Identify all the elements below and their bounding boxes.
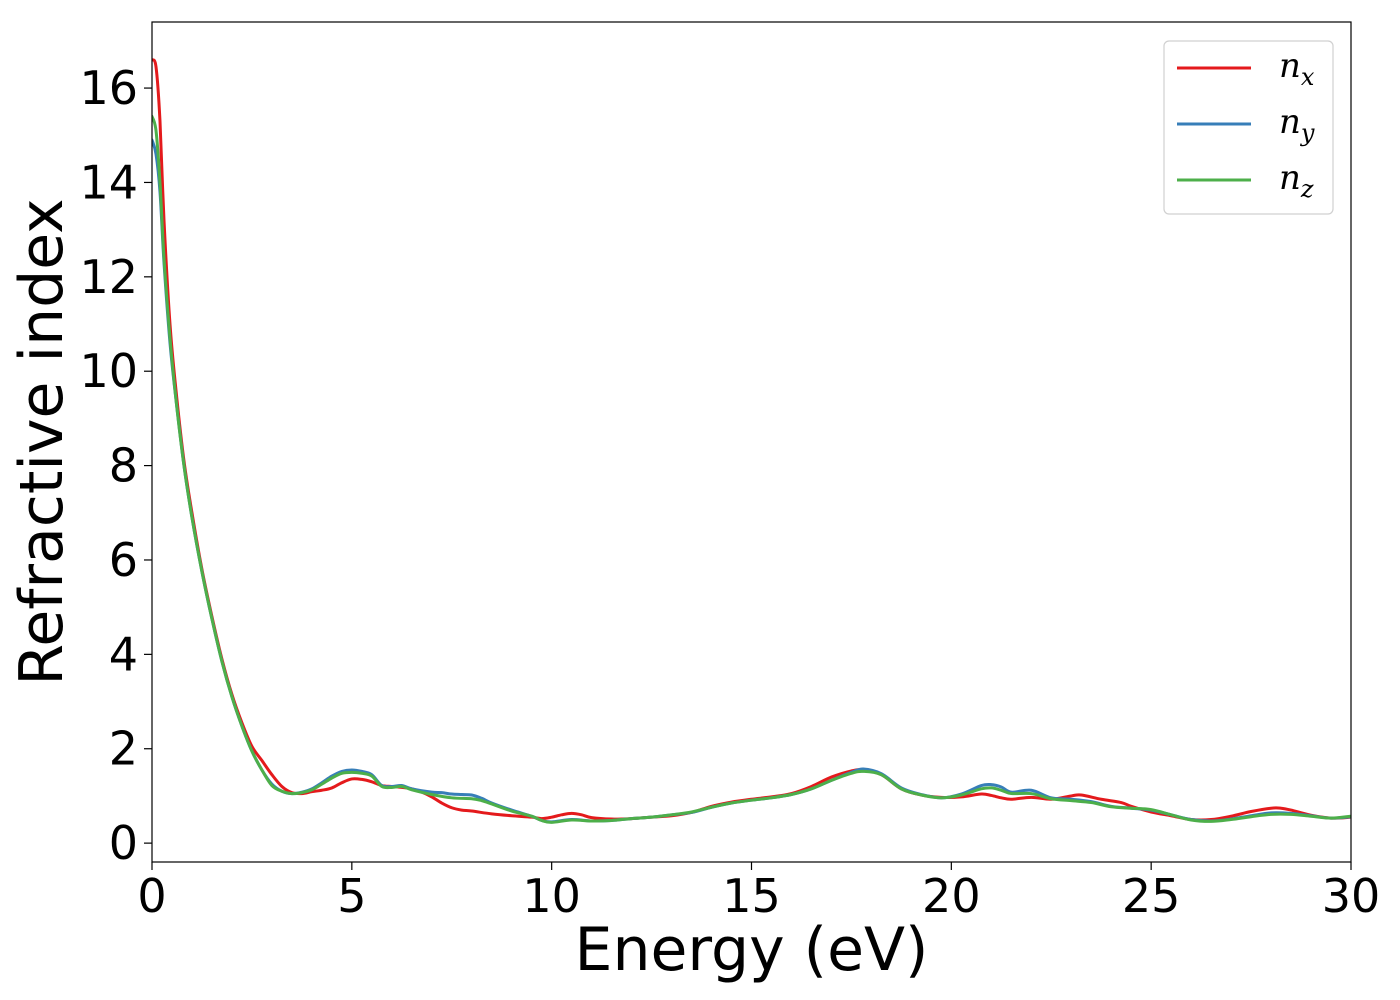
y-tick-label: 6 <box>109 533 138 587</box>
y-axis-label: Refractive index <box>7 198 77 685</box>
y-tick-label: 12 <box>79 250 138 304</box>
x-axis-ticks: 0 5 10 15 20 25 30 <box>137 862 1380 923</box>
legend-label-z: nz <box>1279 158 1314 203</box>
y-tick-label: 16 <box>79 61 138 115</box>
x-tick-label: 0 <box>137 869 166 923</box>
plot-area <box>152 58 1351 824</box>
legend-box <box>1163 40 1334 215</box>
x-axis-label: Energy (eV) <box>575 915 929 985</box>
series-layer <box>152 58 1351 824</box>
x-tick-label: 20 <box>922 869 981 923</box>
y-axis-ticks: 0 2 4 6 8 10 12 14 16 <box>79 61 152 870</box>
series-line-z <box>152 114 1351 824</box>
y-tick-label: 10 <box>79 344 138 398</box>
x-tick-label: 10 <box>522 869 581 923</box>
legend-symbol: n <box>1279 158 1301 198</box>
legend-label-x: nx <box>1279 46 1315 91</box>
legend-symbol: n <box>1279 46 1301 86</box>
legend-subscript: z <box>1300 175 1314 203</box>
series-line-x <box>152 58 1351 822</box>
legend-symbol: n <box>1279 102 1301 142</box>
y-tick-label: 2 <box>109 722 138 776</box>
y-tick-label: 14 <box>79 155 138 209</box>
legend-subscript: y <box>1300 119 1315 147</box>
x-tick-label: 25 <box>1122 869 1181 923</box>
y-tick-label: 0 <box>109 816 138 870</box>
x-tick-label: 30 <box>1322 869 1381 923</box>
x-tick-label: 5 <box>337 869 366 923</box>
x-tick-label: 15 <box>722 869 781 923</box>
legend-subscript: x <box>1301 63 1315 91</box>
y-tick-label: 8 <box>109 439 138 493</box>
legend-label-y: ny <box>1279 102 1315 147</box>
y-tick-label: 4 <box>109 627 138 681</box>
